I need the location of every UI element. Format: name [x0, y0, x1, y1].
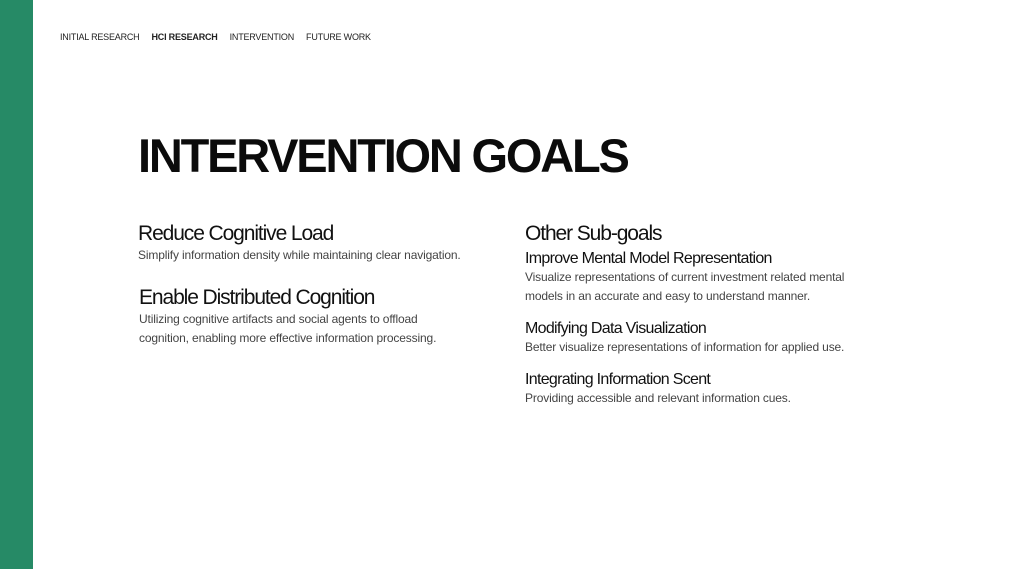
sub-goal-description: Better visualize representations of info… [525, 340, 845, 354]
sub-goal-heading: Integrating Information Scent [525, 371, 711, 388]
sub-goal-heading: Improve Mental Model Representation [525, 250, 772, 267]
goal-enable-distributed-cognition: Enable Distributed Cognition Utilizing c… [138, 286, 508, 348]
other-sub-goals: Other Sub-goals Improve Mental Model Rep… [525, 222, 895, 408]
sub-goal-description-line: models in an accurate and easy to unders… [525, 289, 811, 303]
sub-goal-mental-model: Improve Mental Model Representation Visu… [525, 250, 895, 306]
goal-heading: Enable Distributed Cognition [139, 286, 375, 309]
nav-item-intervention[interactable]: INTERVENTION [229, 32, 295, 42]
accent-side-bar [0, 0, 33, 569]
nav-item-initial-research[interactable]: INITIAL RESEARCH [60, 32, 140, 42]
nav-item-hci-research[interactable]: HCI RESEARCH [151, 32, 218, 42]
sub-goal-description-line: Visualize representations of current inv… [525, 270, 845, 284]
sub-goal-information-scent: Integrating Information Scent Providing … [525, 371, 895, 408]
nav-item-future-work[interactable]: FUTURE WORK [306, 32, 371, 42]
page-title: INTERVENTION GOALS [138, 129, 630, 182]
goal-description: Simplify information density while maint… [138, 248, 461, 262]
primary-goals: Reduce Cognitive Load Simplify informati… [138, 222, 508, 348]
goal-description-line: cognition, enabling more effective infor… [139, 331, 437, 345]
goal-reduce-cognitive-load: Reduce Cognitive Load Simplify informati… [138, 222, 508, 265]
sub-goal-description: Providing accessible and relevant inform… [525, 391, 791, 405]
top-navigation: INITIAL RESEARCH HCI RESEARCH INTERVENTI… [60, 32, 371, 42]
goal-description: Utilizing cognitive artifacts and social… [139, 310, 508, 348]
sub-goal-data-visualization: Modifying Data Visualization Better visu… [525, 320, 895, 357]
sub-goals-heading: Other Sub-goals [525, 222, 663, 245]
sub-goal-heading: Modifying Data Visualization [525, 320, 707, 337]
goal-heading: Reduce Cognitive Load [138, 222, 334, 245]
goal-description-line: Utilizing cognitive artifacts and social… [139, 312, 418, 326]
sub-goal-description: Visualize representations of current inv… [525, 268, 895, 306]
